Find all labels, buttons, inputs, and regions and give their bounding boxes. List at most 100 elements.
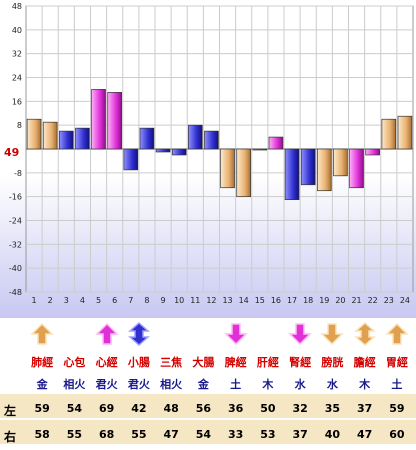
bar-4 xyxy=(75,127,90,150)
x-tick-label: 12 xyxy=(206,296,216,305)
meridian-element-label: 木 xyxy=(359,378,371,391)
y-tick-label: -8 xyxy=(14,169,22,178)
up-arrow-icon xyxy=(94,322,119,350)
bar-13 xyxy=(220,148,235,189)
meridian-organ-label: 心經 xyxy=(95,356,118,369)
left-value: 37 xyxy=(356,402,373,415)
left-value: 36 xyxy=(227,402,244,415)
y-tick-label: -16 xyxy=(9,193,22,202)
meridian-organ-label: 胃經 xyxy=(385,356,408,369)
y-tick-label: 16 xyxy=(12,97,22,106)
bar-21 xyxy=(349,148,364,189)
meridian-element-label: 水 xyxy=(326,378,338,391)
x-tick-label: 19 xyxy=(319,296,329,305)
x-tick-label: 18 xyxy=(303,296,313,305)
bar-6 xyxy=(107,92,122,150)
x-tick-label: 14 xyxy=(239,296,249,305)
bar-22 xyxy=(365,148,380,156)
right-value: 55 xyxy=(66,428,83,441)
left-value: 59 xyxy=(389,402,405,415)
meridian-element-label: 相火 xyxy=(63,378,86,391)
left-value: 48 xyxy=(163,402,179,415)
meridian-organ-label: 肝經 xyxy=(256,356,279,369)
meridian-organ-label: 腎經 xyxy=(289,356,312,369)
meridian-element-label: 君火 xyxy=(127,378,150,391)
double-arrow-icon xyxy=(353,321,377,350)
x-tick-label: 7 xyxy=(128,296,133,305)
meridian-organ-label: 脾經 xyxy=(224,356,247,369)
right-row-band xyxy=(0,420,416,444)
right-value: 54 xyxy=(195,428,212,441)
left-value: 35 xyxy=(324,402,341,415)
left-value: 59 xyxy=(34,402,50,415)
bar-17 xyxy=(284,148,300,200)
left-row-band xyxy=(0,394,416,418)
meridian-organ-label: 膀胱 xyxy=(321,356,344,369)
y-tick-label: 48 xyxy=(12,2,22,11)
right-value: 55 xyxy=(131,428,147,441)
x-tick-label: 23 xyxy=(384,296,394,305)
meridian-organ-label: 三焦 xyxy=(160,356,183,369)
up-arrow-icon xyxy=(30,322,54,350)
meridian-element-label: 土 xyxy=(230,378,242,391)
x-tick-label: 6 xyxy=(112,296,117,305)
right-value: 33 xyxy=(227,428,244,441)
bar-14 xyxy=(236,148,251,198)
x-tick-label: 21 xyxy=(351,296,361,305)
meridian-organ-label: 小腸 xyxy=(127,356,150,369)
x-tick-label: 3 xyxy=(64,296,69,305)
x-tick-label: 10 xyxy=(174,296,184,305)
meridian-element-label: 土 xyxy=(391,378,403,391)
x-tick-label: 9 xyxy=(161,296,166,305)
left-value: 56 xyxy=(195,402,212,415)
bar-24 xyxy=(397,115,413,150)
bar-23 xyxy=(381,118,397,150)
bar-5 xyxy=(91,89,106,150)
y-tick-label: 32 xyxy=(12,50,22,59)
bar-9 xyxy=(155,148,171,153)
x-tick-label: 15 xyxy=(255,296,265,305)
y-tick-label: 8 xyxy=(17,121,22,130)
left-value: 42 xyxy=(131,402,147,415)
x-tick-label: 4 xyxy=(80,296,85,305)
x-tick-label: 1 xyxy=(32,296,37,305)
y-tick-label: -48 xyxy=(9,288,22,297)
x-tick-label: 11 xyxy=(190,296,200,305)
meridian-organ-label: 心包 xyxy=(63,356,86,369)
y-tick-label: -24 xyxy=(9,217,22,226)
x-tick-label: 2 xyxy=(48,296,53,305)
bar-18 xyxy=(300,148,316,186)
down-arrow-icon xyxy=(288,322,312,350)
meridian-element-label: 木 xyxy=(262,378,274,391)
meridian-element-label: 相火 xyxy=(160,378,183,391)
bar-16 xyxy=(268,136,284,150)
y-tick-label: 24 xyxy=(12,74,22,83)
right-value: 37 xyxy=(292,428,308,441)
bar-1 xyxy=(26,118,42,150)
y-tick-label: -32 xyxy=(9,240,22,249)
right-value: 53 xyxy=(260,428,276,441)
meridian-element-label: 水 xyxy=(294,378,306,391)
x-tick-label: 8 xyxy=(144,296,149,305)
meridian-element-label: 君火 xyxy=(95,378,118,391)
up-arrow-icon xyxy=(385,322,409,350)
meridian-table: 左 右 肺經金 59 58 心包 相火 54 55 心經 君火 69 68 小腸 君火 42 55 三焦 相火 4… xyxy=(0,318,416,450)
left-value: 69 xyxy=(98,402,115,415)
x-tick-label: 16 xyxy=(271,296,281,305)
x-tick-label: 20 xyxy=(335,296,345,305)
left-value: 32 xyxy=(292,402,308,415)
right-value: 60 xyxy=(389,428,405,441)
bar-11 xyxy=(188,124,203,150)
meridian-chart: 48 40 32 24 16 8 -8 -16 -24 -32 -40 -48 1 2 3 4 5 6 7 8 9 10 1… xyxy=(0,0,416,318)
y-tick-label: 40 xyxy=(12,26,22,35)
bar-20 xyxy=(333,148,348,177)
x-tick-label: 17 xyxy=(287,296,297,305)
bar-19 xyxy=(317,148,332,192)
left-value: 54 xyxy=(66,402,83,415)
right-value: 58 xyxy=(34,428,50,441)
right-value: 40 xyxy=(324,428,341,441)
bar-3 xyxy=(59,130,74,150)
meridian-organ-label: 膽經 xyxy=(353,356,376,369)
row-label-left: 左 xyxy=(4,404,17,418)
